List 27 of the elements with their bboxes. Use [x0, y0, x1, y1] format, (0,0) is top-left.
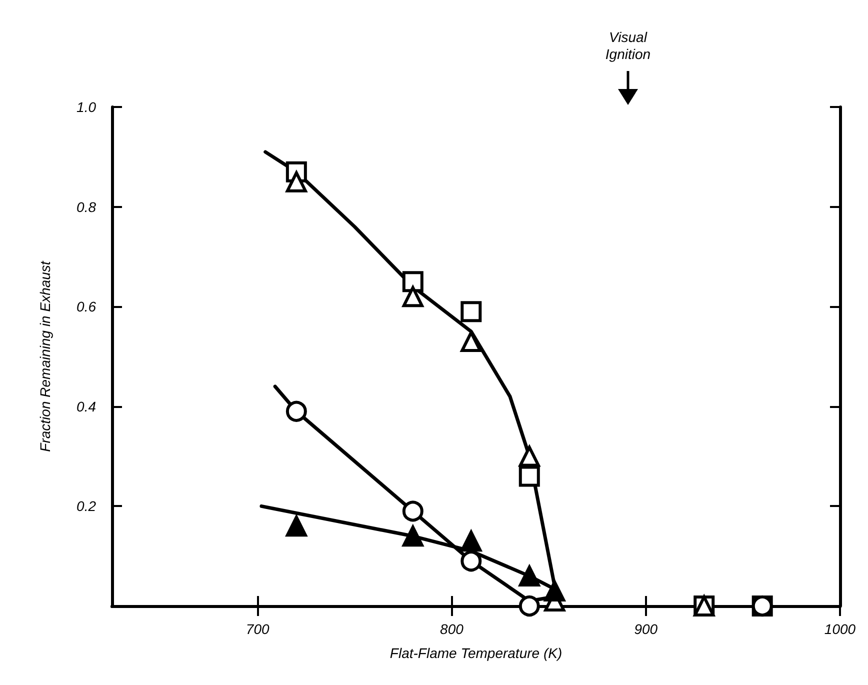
- y-tick-label: 1.0: [76, 99, 96, 115]
- point: [518, 446, 540, 467]
- point: [518, 466, 540, 487]
- point: [286, 400, 307, 422]
- point: [460, 301, 482, 322]
- point: [544, 580, 566, 602]
- point: [518, 596, 540, 616]
- point: [460, 530, 482, 552]
- point: [286, 516, 307, 537]
- y-tick-label: 0.8: [76, 198, 96, 215]
- point: [402, 271, 424, 292]
- x-tick-label: 800: [440, 621, 464, 637]
- y-tick-label: 0.6: [76, 298, 96, 315]
- x-tick-label: 900: [634, 621, 658, 637]
- point: [286, 171, 307, 192]
- x-tick-label: 700: [246, 621, 270, 637]
- point: [518, 566, 540, 587]
- x-tick-label: 1000: [824, 621, 856, 637]
- point: [402, 500, 424, 522]
- y-tick-label: 0.4: [76, 398, 96, 414]
- x-axis-title: Flat-Flame Temperature (K): [390, 645, 562, 661]
- point: [460, 550, 482, 572]
- text: Visual Ignition: [604, 29, 652, 63]
- point: [402, 286, 424, 308]
- point: [402, 526, 424, 547]
- y-tick-label: 0.2: [76, 498, 96, 514]
- y-axis-title: Fraction Remaining in Exhaust: [37, 260, 53, 452]
